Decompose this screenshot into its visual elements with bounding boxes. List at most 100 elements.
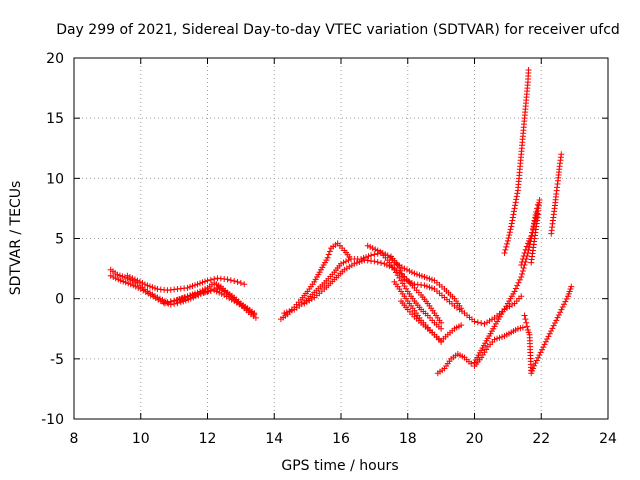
- data-point: [358, 258, 365, 265]
- data-point: [513, 196, 520, 203]
- data-point: [194, 281, 201, 288]
- data-point: [340, 259, 347, 266]
- data-point: [426, 275, 433, 282]
- y-tick-label: -5: [50, 352, 64, 368]
- data-point: [281, 310, 288, 317]
- data-point: [149, 284, 156, 291]
- data-point: [529, 225, 536, 232]
- data-point: [411, 270, 418, 277]
- data-point: [379, 249, 386, 256]
- data-point: [474, 319, 481, 326]
- data-point: [553, 317, 560, 324]
- data-point: [438, 319, 445, 326]
- data-point: [178, 295, 185, 302]
- data-point: [515, 279, 522, 286]
- data-point: [186, 283, 193, 290]
- x-axis-label: GPS time / hours: [281, 458, 398, 474]
- data-point: [534, 201, 541, 208]
- data-point: [508, 220, 515, 227]
- data-point: [374, 247, 381, 254]
- grid: [74, 58, 608, 419]
- data-point: [115, 276, 122, 283]
- data-point: [398, 270, 405, 277]
- axis-ticks: 8 10 12 14 16 18 20 22 24 -10 -5 0 5 10 15 20: [41, 51, 617, 447]
- data-point: [382, 251, 389, 258]
- data-point: [520, 252, 527, 259]
- data-point: [224, 276, 231, 283]
- series-track-l: [434, 324, 526, 377]
- data-point: [513, 193, 520, 200]
- data-point: [185, 296, 192, 303]
- data-point: [184, 293, 191, 300]
- data-point: [537, 349, 544, 356]
- y-axis-label: SDTVAR / TECUs: [8, 181, 24, 296]
- data-point: [509, 214, 516, 221]
- y-tick-label: 15: [46, 111, 64, 127]
- data-point: [503, 243, 510, 250]
- data-point: [505, 235, 512, 242]
- data-point: [110, 274, 117, 281]
- data-point: [381, 260, 388, 267]
- data-point: [129, 275, 136, 282]
- data-point: [211, 276, 218, 283]
- data-point: [211, 287, 218, 294]
- data-point: [551, 320, 558, 327]
- data-point: [559, 303, 566, 310]
- data-point: [413, 271, 420, 278]
- data-point: [324, 254, 331, 261]
- x-tick-label: 10: [132, 431, 150, 447]
- data-point: [418, 273, 425, 280]
- data-point: [124, 272, 131, 279]
- data-point: [164, 299, 171, 306]
- data-point: [494, 335, 501, 342]
- series-track-e: [277, 240, 355, 323]
- data-point: [540, 344, 547, 351]
- data-point: [194, 291, 201, 298]
- data-point: [522, 246, 529, 253]
- series-track-q: [548, 151, 565, 237]
- data-point: [122, 279, 129, 286]
- data-point: [544, 336, 551, 343]
- data-point: [534, 205, 541, 212]
- data-point: [558, 151, 565, 158]
- data-point: [535, 354, 542, 361]
- data-point: [509, 217, 516, 224]
- data-point: [550, 322, 557, 329]
- data-point: [403, 266, 410, 273]
- data-point: [548, 328, 555, 335]
- data-point: [378, 259, 385, 266]
- series-track-m: [471, 196, 543, 366]
- data-point: [524, 323, 531, 330]
- data-point: [218, 290, 225, 297]
- data-point: [563, 295, 570, 302]
- data-point: [506, 232, 513, 239]
- y-tick-label: 10: [46, 171, 64, 187]
- data-point: [416, 272, 423, 279]
- x-tick-label: 18: [399, 431, 417, 447]
- y-tick-label: 5: [55, 232, 64, 248]
- data-point: [338, 260, 344, 267]
- data-point: [116, 272, 123, 279]
- series-track-p: [528, 211, 541, 266]
- data-point: [491, 336, 498, 343]
- data-point: [369, 245, 376, 252]
- y-tick-label: 20: [46, 51, 64, 67]
- data-point: [227, 277, 234, 284]
- data-point: [353, 259, 360, 266]
- data-point: [421, 274, 428, 281]
- x-tick-label: 16: [332, 431, 350, 447]
- data-point: [534, 211, 541, 218]
- data-point: [134, 277, 141, 284]
- x-tick-label: 8: [70, 431, 79, 447]
- data-point: [343, 258, 350, 265]
- data-point: [519, 267, 526, 274]
- data-point: [406, 267, 413, 274]
- data-point: [510, 208, 517, 215]
- data-point: [377, 248, 384, 255]
- data-point: [120, 278, 127, 285]
- data-point: [177, 299, 184, 306]
- data-point: [519, 270, 526, 277]
- y-tick-label: -10: [41, 412, 64, 428]
- data-point: [428, 276, 435, 283]
- data-point: [421, 282, 428, 289]
